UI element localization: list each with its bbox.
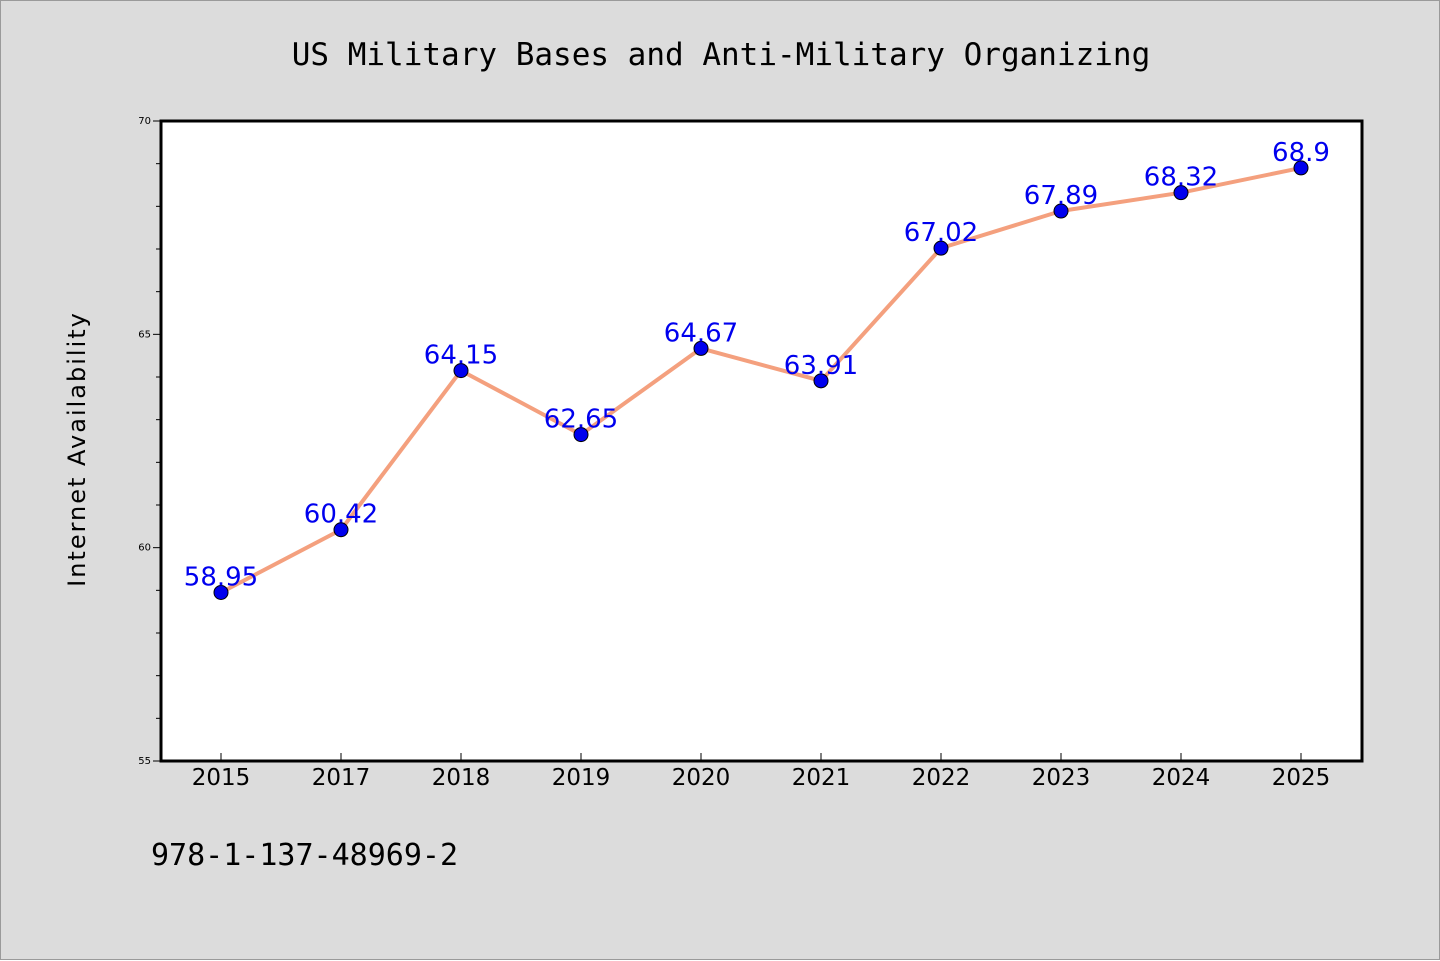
data-point xyxy=(333,522,349,538)
x-tick-label: 2017 xyxy=(312,765,371,791)
data-label: 68.9 xyxy=(1272,138,1330,168)
data-point xyxy=(933,240,949,256)
series-line xyxy=(219,165,1303,595)
data-point xyxy=(813,373,829,389)
x-tick-label: 2020 xyxy=(672,765,731,791)
x-axis-ticks: 2015 2017 2018 2019 2020 2021 2022 2023 2024 2025 xyxy=(192,753,1331,791)
data-label: 64.15 xyxy=(424,341,498,371)
y-tick-label: 70 xyxy=(138,116,151,127)
x-tick-label: 2021 xyxy=(792,765,851,791)
data-label: 62.65 xyxy=(544,405,618,435)
series-layer: 58.95 60.42 64.15 62.65 64.67 63.91 67.02 67.89… xyxy=(184,138,1330,600)
x-tick-label: 2019 xyxy=(552,765,611,791)
data-point xyxy=(453,363,469,379)
x-tick-label: 2023 xyxy=(1032,765,1091,791)
x-tick-label: 2018 xyxy=(432,765,491,791)
data-label: 68.32 xyxy=(1144,163,1218,193)
isbn-footer: 978-1-137-48969-2 xyxy=(151,838,458,873)
y-axis-ticks: 55 60 65 70 xyxy=(138,116,161,767)
data-label: 67.89 xyxy=(1024,181,1098,211)
data-point xyxy=(213,584,229,600)
y-tick-label: 55 xyxy=(138,756,151,767)
data-point xyxy=(573,427,589,443)
chart-title: US Military Bases and Anti-Military Orga… xyxy=(292,37,1151,73)
y-tick-label: 60 xyxy=(138,543,151,554)
data-label: 60.42 xyxy=(304,500,378,530)
data-point xyxy=(1053,203,1069,219)
x-tick-label: 2015 xyxy=(192,765,251,791)
data-label: 58.95 xyxy=(184,562,258,592)
data-label: 67.02 xyxy=(904,218,978,248)
y-axis-label: Internet Availability xyxy=(63,311,91,587)
data-label: 63.91 xyxy=(784,351,858,381)
data-label: 64.67 xyxy=(664,318,738,348)
x-tick-label: 2022 xyxy=(912,765,971,791)
y-tick-label: 65 xyxy=(138,329,151,340)
data-point xyxy=(1293,160,1309,176)
x-tick-label: 2025 xyxy=(1272,765,1331,791)
plot-area xyxy=(159,119,1364,763)
data-point xyxy=(1173,185,1189,201)
x-tick-label: 2024 xyxy=(1152,765,1211,791)
data-point xyxy=(693,340,709,356)
